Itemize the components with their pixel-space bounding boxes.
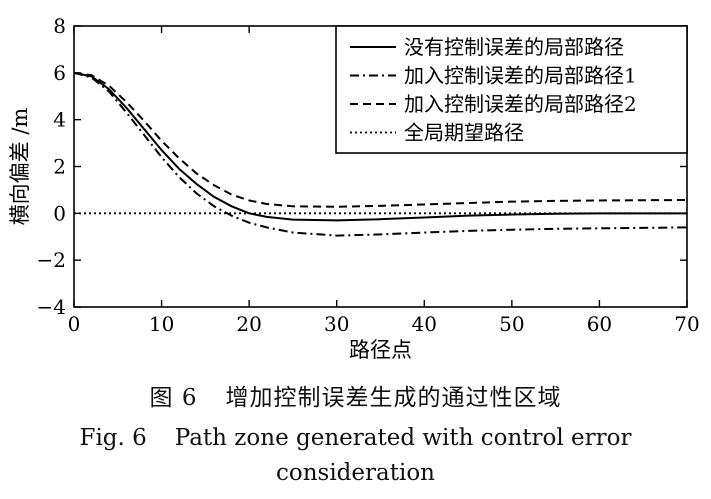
caption-cn-title: 增加控制误差生成的通过性区域 (225, 385, 562, 411)
x-tick-label: 10 (149, 312, 174, 336)
x-tick-label: 30 (324, 312, 349, 336)
y-tick-label: 2 (53, 155, 66, 179)
caption-en-title-line1: Path zone generated with control error (174, 425, 632, 451)
x-tick-label: 0 (68, 312, 81, 336)
y-tick-label: 0 (53, 201, 66, 225)
x-tick-label: 70 (674, 312, 699, 336)
y-tick-label: 8 (53, 14, 66, 38)
y-axis-label: 横向偏差 /m (8, 108, 32, 226)
legend-box (335, 25, 688, 154)
caption-en-title-line2: consideration (275, 460, 435, 486)
x-tick-label: 40 (412, 312, 437, 336)
caption-en-fig-number: Fig. 6 (79, 425, 147, 451)
series-line-1 (73, 71, 687, 222)
x-axis-label: 路径点 (349, 338, 412, 362)
y-tick-label: 6 (53, 61, 66, 85)
legend-label-4: 全局期望路径 (404, 121, 524, 145)
figure-caption-en-line2: consideration (0, 460, 711, 486)
y-tick-label: −4 (37, 295, 66, 319)
series-line-2 (73, 71, 688, 237)
figure-caption-cn: 图 6 增加控制误差生成的通过性区域 (0, 378, 711, 412)
legend-label-3: 加入控制误差的局部路径2 (404, 92, 637, 116)
line-chart: 0 10 20 30 40 50 60 70 −4 −2 0 2 4 6 8 路径点 横向偏差 /m 没有控… (8, 14, 700, 362)
series-layer (73, 71, 688, 237)
x-tick-label: 20 (236, 312, 261, 336)
y-tick-label: −2 (37, 248, 66, 272)
caption-cn-fig-number: 图 6 (149, 385, 198, 411)
legend-label-2: 加入控制误差的局部路径1 (404, 64, 637, 88)
figure-caption-en: Fig. 6 Path zone generated with control e… (0, 425, 711, 451)
legend-label-1: 没有控制误差的局部路径 (404, 35, 624, 59)
y-tick-label: 4 (53, 108, 66, 132)
x-tick-label: 50 (499, 312, 524, 336)
ticks-layer: 0 10 20 30 40 50 60 70 −4 −2 0 2 4 6 8 (37, 14, 700, 336)
x-tick-label: 60 (587, 312, 612, 336)
